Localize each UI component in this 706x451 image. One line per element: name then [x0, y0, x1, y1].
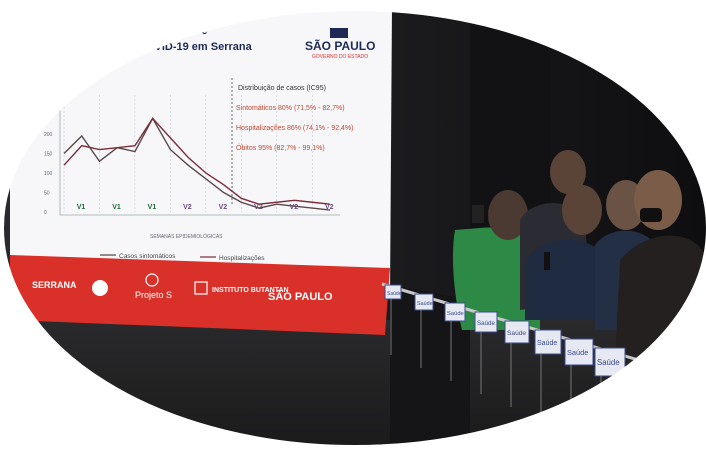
photo-frame [2, 9, 706, 447]
series-line-2 [63, 117, 331, 205]
audience-people [452, 150, 706, 360]
y-tick-label: 300 [44, 93, 53, 99]
person-green-shirt [452, 227, 540, 330]
phone-icon [472, 205, 484, 223]
legend-hosp: Hospitalizações [219, 255, 265, 262]
placard: Saúde [534, 329, 562, 420]
stat-symptomatic: Sintomáticos 80% (71,5% - 82,7%) [236, 105, 345, 112]
y-tick-label: 100 [44, 171, 53, 177]
phase-label: V1 [148, 204, 157, 211]
logo-serrana: SERRANA [32, 280, 77, 290]
placard: Saúde [504, 320, 530, 407]
projection-screen: omáticos e COVID-19 em Serrana SÃO PAULO… [10, 10, 392, 335]
placard-label: Saúde [537, 340, 557, 347]
person-suit-head [562, 185, 602, 235]
placard: Saúde [414, 293, 434, 368]
stat-title: Distribuição de casos (IC95) [238, 85, 326, 92]
gridlines [63, 95, 313, 212]
phase-label: V2 [290, 204, 299, 211]
phase-label: V2 [325, 204, 334, 211]
y-tick-label: 0 [44, 210, 47, 216]
phase-label: V1 [77, 204, 86, 211]
placard: Saúde [564, 338, 594, 433]
placard: Saúde [444, 302, 466, 381]
series-line-1 [63, 116, 331, 211]
person-black-shirt [615, 235, 706, 360]
stat-deaths: Óbitos 95% (82,7% - 99,1%) [236, 143, 325, 152]
slide-title-line1: omáticos e [150, 25, 207, 37]
legend-cases: Casos sintomáticos [119, 253, 176, 260]
placard: Saúde [594, 347, 626, 446]
face-mask-icon [640, 208, 662, 222]
y-tick-label: 200 [44, 132, 53, 138]
phase-label: V1 [112, 204, 121, 211]
logo-projeto-s: Projeto S [135, 290, 172, 300]
placard: Saúde [474, 311, 498, 394]
placard-label: Saúde [447, 311, 464, 317]
sp-logo-icon [330, 28, 348, 38]
x-axis-label: SEMANAS EPIDEMIOLÓGICAS [150, 233, 223, 240]
placard: Saúde [384, 284, 402, 355]
chart-series [63, 116, 331, 211]
footer-band [10, 255, 390, 335]
placard-label: Saúde [567, 348, 588, 357]
logo-butantan: INSTITUTO BUTANTAN [212, 287, 289, 294]
projeto-s-icon [145, 273, 159, 287]
placards: Saúde Saúde Saúde Saúde Saúde Saúde Saúde Saúde [384, 284, 626, 446]
brand-sp-sub: GOVERNO DO ESTADO [312, 54, 368, 60]
y-tick-label: 50 [44, 191, 50, 197]
person-back-head [550, 150, 586, 194]
logo-sao-paulo: SÃO PAULO [268, 290, 333, 303]
desk-front [390, 285, 470, 446]
placard-label: Saúde [507, 330, 526, 337]
y-tick-label: 150 [44, 152, 53, 158]
placard-label: Saúde [477, 320, 495, 327]
phase-label: V2 [183, 204, 192, 211]
slide-title-line2: COVID-19 em Serrana [138, 41, 253, 53]
butantan-icon [194, 281, 208, 295]
microphone-icon [544, 252, 550, 270]
phase-label: V2 [219, 204, 228, 211]
placard-label: Saúde [387, 291, 402, 297]
stat-hospital: Hospitalizações 86% (74,1% - 92,4%) [236, 125, 354, 132]
logo-round-icon [92, 280, 108, 296]
placard-label: Saúde [597, 358, 620, 367]
placard-label: Saúde [417, 301, 433, 307]
brand-sp: SÃO PAULO [305, 38, 375, 53]
person-green-head [488, 190, 528, 240]
